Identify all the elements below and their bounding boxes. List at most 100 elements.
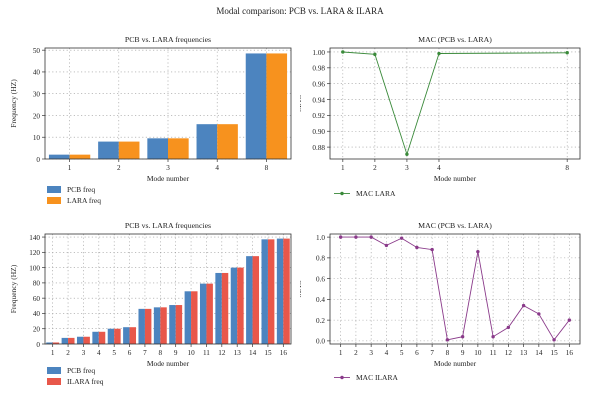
data-point bbox=[521, 303, 526, 308]
y-tick-label: 0 bbox=[36, 341, 40, 349]
data-point bbox=[445, 338, 450, 342]
x-axis-label: Mode number bbox=[147, 359, 190, 368]
y-tick-label: 140 bbox=[29, 234, 40, 242]
x-axis-label: Mode number bbox=[147, 174, 190, 183]
x-tick-label: 13 bbox=[234, 349, 242, 357]
data-point bbox=[399, 236, 404, 240]
x-axis-label: Mode number bbox=[434, 359, 477, 368]
bar-pcb bbox=[261, 239, 268, 344]
bar-pcb bbox=[123, 327, 130, 344]
data-point bbox=[460, 335, 465, 339]
data-point bbox=[565, 51, 569, 55]
bar-pcb bbox=[169, 305, 176, 344]
y-tick-label: 100 bbox=[29, 264, 40, 272]
legend-marker bbox=[340, 375, 344, 380]
bar-pcb bbox=[46, 342, 53, 344]
x-tick-label: 14 bbox=[535, 349, 543, 357]
y-tick-label: 60 bbox=[33, 295, 41, 303]
x-tick-label: 5 bbox=[112, 349, 116, 357]
chart-pcb-ilara-frequencies: 0 20 40 60 80 100 120 140 Frequency (HZ) PCB vs. … bbox=[9, 221, 292, 386]
y-tick-label: 120 bbox=[29, 249, 40, 257]
y-tick-label: 10 bbox=[33, 134, 41, 142]
x-axis-label: Mode number bbox=[434, 174, 477, 183]
y-tick-label: 1.00 bbox=[312, 49, 325, 57]
bar-pcb bbox=[153, 307, 161, 344]
chart-title: PCB vs. LARA frequencies bbox=[125, 35, 211, 44]
x-tick-label: 8 bbox=[446, 349, 450, 357]
x-tick-label: 2 bbox=[354, 349, 358, 357]
bar-other bbox=[68, 337, 75, 344]
y-axis-label: MAC bbox=[300, 280, 303, 297]
data-point bbox=[415, 245, 419, 250]
x-tick-label: 16 bbox=[566, 349, 574, 357]
x-tick-label: 3 bbox=[82, 349, 86, 357]
y-tick-label: 40 bbox=[33, 310, 41, 318]
y-tick-label: 0.2 bbox=[316, 317, 325, 325]
x-tick-label: 3 bbox=[405, 164, 409, 172]
bar-pcb bbox=[138, 308, 145, 344]
legend-label: MAC ILARA bbox=[356, 373, 398, 382]
bar-other bbox=[160, 307, 167, 344]
x-tick-label: 4 bbox=[215, 164, 219, 172]
legend-marker bbox=[340, 191, 344, 196]
bar-pcb bbox=[48, 154, 70, 159]
x-tick-label: 9 bbox=[174, 349, 178, 357]
x-tick-label: 3 bbox=[166, 164, 170, 172]
x-tick-label: 8 bbox=[265, 164, 269, 172]
x-tick-label: 3 bbox=[369, 349, 373, 357]
data-point bbox=[537, 312, 541, 316]
chart-title: PCB vs. LARA frequencies bbox=[125, 221, 211, 230]
bar-pcb bbox=[92, 331, 99, 344]
y-tick-label: 0.98 bbox=[312, 65, 325, 73]
plot-frame bbox=[329, 233, 581, 345]
x-tick-label: 6 bbox=[128, 349, 132, 357]
chart-title: MAC (PCB vs. LARA) bbox=[418, 221, 492, 230]
y-tick-label: 0.94 bbox=[312, 96, 325, 104]
x-tick-label: 1 bbox=[51, 349, 55, 357]
y-tick-label: 0.88 bbox=[312, 144, 325, 152]
y-tick-label: 1.0 bbox=[316, 234, 325, 242]
bar-other bbox=[175, 305, 183, 344]
bar-other bbox=[221, 272, 229, 344]
data-point bbox=[437, 51, 441, 56]
x-tick-label: 14 bbox=[249, 349, 257, 357]
bar-pcb bbox=[199, 283, 207, 344]
bar-other bbox=[114, 328, 121, 344]
y-tick-label: 40 bbox=[33, 69, 41, 77]
x-tick-label: 1 bbox=[341, 164, 345, 172]
legend-swatch bbox=[47, 197, 61, 204]
x-tick-label: 10 bbox=[474, 349, 482, 357]
y-tick-label: 0.4 bbox=[316, 296, 325, 304]
data-point bbox=[338, 235, 343, 239]
x-tick-label: 1 bbox=[68, 164, 72, 172]
bar-pcb bbox=[246, 256, 253, 344]
legend-swatch bbox=[47, 186, 61, 193]
legend-label: PCB freq bbox=[67, 366, 95, 375]
bar-pcb bbox=[147, 138, 168, 159]
data-point bbox=[373, 52, 377, 57]
x-tick-label: 15 bbox=[550, 349, 558, 357]
bar-other bbox=[69, 154, 91, 159]
bar-other bbox=[191, 291, 198, 344]
y-tick-label: 20 bbox=[33, 112, 41, 120]
bar-other bbox=[129, 327, 137, 344]
data-point bbox=[369, 235, 373, 239]
y-tick-label: 0.90 bbox=[312, 128, 325, 136]
x-tick-label: 15 bbox=[264, 349, 272, 357]
x-tick-label: 4 bbox=[385, 349, 389, 357]
legend-label: ILARA freq bbox=[67, 377, 104, 386]
x-tick-label: 11 bbox=[490, 349, 497, 357]
x-tick-label: 12 bbox=[505, 349, 513, 357]
x-tick-label: 5 bbox=[400, 349, 404, 357]
legend-swatch bbox=[47, 378, 61, 385]
chart-title: MAC (PCB vs. LARA) bbox=[418, 35, 492, 44]
y-axis-label: MAC bbox=[300, 95, 303, 112]
legend-label: PCB freq bbox=[67, 185, 95, 194]
y-axis-label: Frequency (HZ) bbox=[9, 79, 18, 128]
bar-other bbox=[252, 256, 260, 344]
bar-other bbox=[52, 342, 60, 344]
x-tick-label: 2 bbox=[373, 164, 377, 172]
legend-swatch bbox=[47, 367, 61, 374]
bar-pcb bbox=[245, 53, 267, 159]
bar-pcb bbox=[76, 336, 84, 344]
